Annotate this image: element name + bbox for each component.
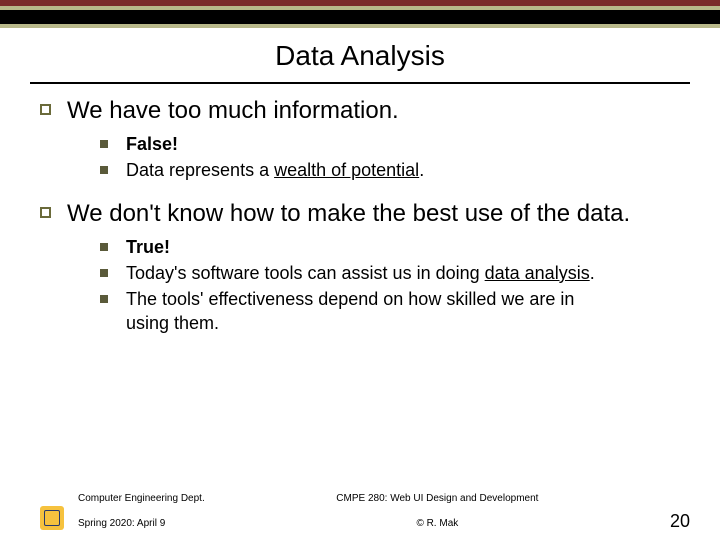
footer-left-text: Computer Engineering Dept. Spring 2020: …	[78, 480, 205, 530]
square-solid-bullet-icon	[100, 140, 108, 148]
bullet-level2: Today's software tools can assist us in …	[100, 261, 680, 285]
bullet-level2-text: The tools' effectiveness depend on how s…	[126, 287, 606, 336]
sub-bullet-group: True!Today's software tools can assist u…	[100, 235, 680, 336]
bullet-level1-text: We don't know how to make the best use o…	[67, 199, 630, 229]
title-area: Data Analysis	[0, 28, 720, 78]
bullet-level2-text: Data represents a wealth of potential.	[126, 158, 424, 182]
bullet-level2: Data represents a wealth of potential.	[100, 158, 680, 182]
slide-number: 20	[670, 512, 690, 530]
bullet-level2-text: False!	[126, 132, 178, 156]
bullet-level1: We have too much information.	[40, 96, 680, 126]
bullet-level2: True!	[100, 235, 680, 259]
bullet-level2-text: Today's software tools can assist us in …	[126, 261, 595, 285]
sub-bullet-group: False!Data represents a wealth of potent…	[100, 132, 680, 183]
footer-date: Spring 2020: April 9	[78, 518, 165, 529]
slide-content: We have too much information. False!Data …	[0, 84, 720, 336]
university-logo-icon	[40, 506, 64, 530]
bullet-level2: The tools' effectiveness depend on how s…	[100, 287, 680, 336]
bullet-level2: False!	[100, 132, 680, 156]
bullet-level1: We don't know how to make the best use o…	[40, 199, 680, 229]
decorative-top-bars	[0, 0, 720, 28]
bullet-level1-text: We have too much information.	[67, 96, 399, 126]
footer-course: CMPE 280: Web UI Design and Development	[336, 493, 538, 504]
square-outline-bullet-icon	[40, 207, 51, 218]
footer-center: CMPE 280: Web UI Design and Development …	[336, 480, 538, 530]
square-solid-bullet-icon	[100, 166, 108, 174]
slide-footer: Computer Engineering Dept. Spring 2020: …	[0, 480, 720, 530]
slide-title: Data Analysis	[0, 40, 720, 72]
square-solid-bullet-icon	[100, 243, 108, 251]
top-bar	[0, 10, 720, 24]
footer-author: © R. Mak	[416, 518, 458, 529]
footer-left: Computer Engineering Dept. Spring 2020: …	[40, 480, 205, 530]
square-solid-bullet-icon	[100, 269, 108, 277]
footer-dept: Computer Engineering Dept.	[78, 493, 205, 504]
square-solid-bullet-icon	[100, 295, 108, 303]
bullet-level2-text: True!	[126, 235, 170, 259]
square-outline-bullet-icon	[40, 104, 51, 115]
